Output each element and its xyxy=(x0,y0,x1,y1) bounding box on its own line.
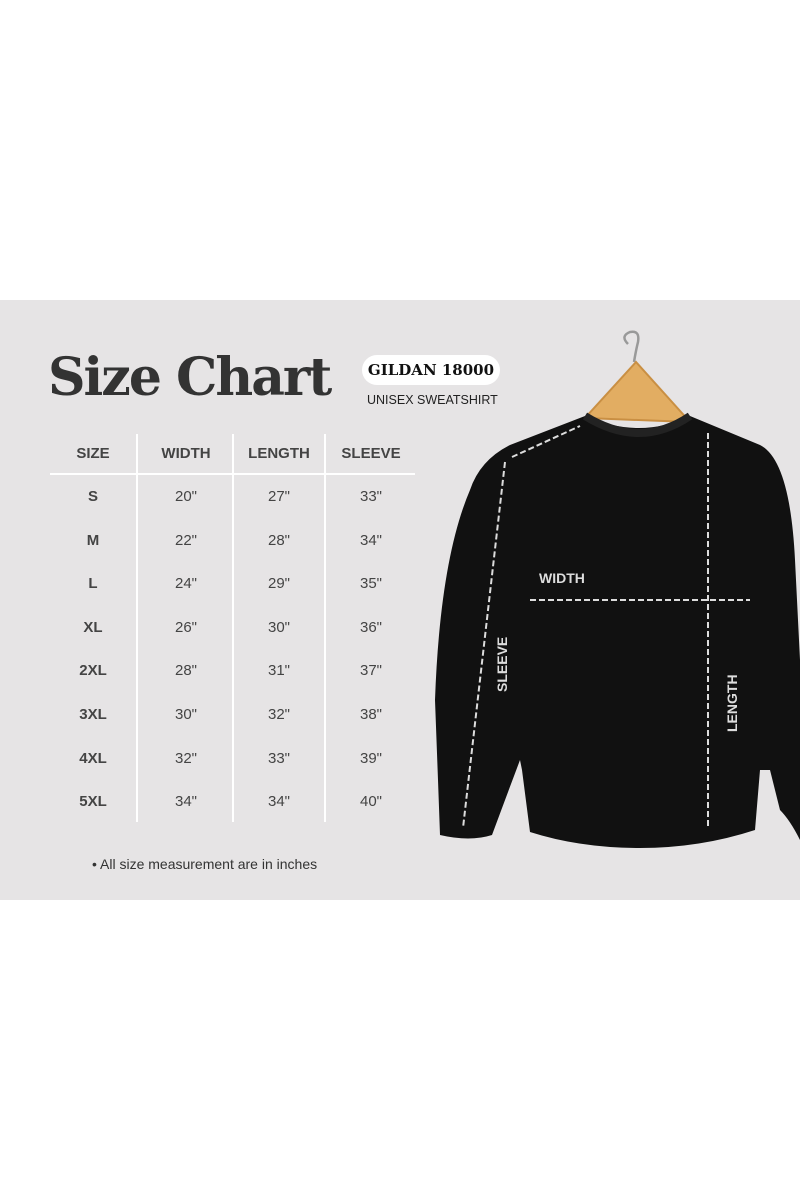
measurement-cell: 28" xyxy=(267,531,290,549)
measurement-cell: 38" xyxy=(359,706,382,723)
sweatshirt-icon xyxy=(435,416,800,848)
measurement-cell: 29" xyxy=(267,575,290,593)
sweatshirt-diagram: WIDTH SLEEVE LENGTH xyxy=(435,330,800,848)
measurement-cell: 39" xyxy=(359,749,382,767)
column-divider xyxy=(232,434,234,822)
measurement-cell: 31" xyxy=(267,662,290,680)
column-divider xyxy=(136,434,138,822)
sleeve-label: SLEEVE xyxy=(494,637,510,692)
product-subtitle: UNISEX SWEATSHIRT xyxy=(367,393,498,407)
measurement-cell: 34" xyxy=(359,531,382,549)
size-cell: XL xyxy=(83,618,103,636)
measurement-cell: 24" xyxy=(174,575,197,593)
measurement-cell: 32" xyxy=(174,749,197,767)
measurement-cell: 20" xyxy=(174,488,197,505)
measurement-cell: 37" xyxy=(359,662,382,680)
measurement-cell: 28" xyxy=(174,662,197,680)
hanger-icon xyxy=(582,330,693,424)
measurement-cell: 32" xyxy=(267,706,290,723)
measurement-cell: 30" xyxy=(267,618,290,636)
length-label: LENGTH xyxy=(724,674,740,732)
page-title: Size Chart xyxy=(48,347,332,408)
measurement-note: • All size measurement are in inches xyxy=(92,856,318,872)
measurement-cell: 22" xyxy=(174,531,197,549)
size-cell: 3XL xyxy=(79,706,107,723)
column-header: SLEEVE xyxy=(341,445,401,462)
model-badge: GILDAN 18000 xyxy=(362,355,500,385)
size-cell: L xyxy=(88,575,98,593)
measurement-cell: 34" xyxy=(174,793,197,811)
column-header: WIDTH xyxy=(161,445,211,462)
column-header: SIZE xyxy=(76,445,110,462)
column-divider xyxy=(324,434,326,822)
measurement-cell: 40" xyxy=(359,793,382,811)
size-cell: 2XL xyxy=(79,662,107,680)
measurement-lines xyxy=(462,425,750,829)
measurement-cell: 26" xyxy=(174,618,197,636)
measurement-cell: 33" xyxy=(267,749,290,767)
measurement-cell: 33" xyxy=(359,488,382,505)
width-label: WIDTH xyxy=(539,570,585,586)
column-header: LENGTH xyxy=(248,445,310,462)
size-cell: 5XL xyxy=(79,793,107,811)
measurement-cell: 34" xyxy=(267,793,290,811)
measurement-cell: 35" xyxy=(359,575,382,593)
size-cell: S xyxy=(87,488,98,505)
measurement-cell: 36" xyxy=(359,618,382,636)
measurement-cell: 30" xyxy=(174,706,197,723)
size-cell: 4XL xyxy=(79,749,107,767)
measurement-cell: 27" xyxy=(267,488,290,505)
size-cell: M xyxy=(86,531,100,549)
